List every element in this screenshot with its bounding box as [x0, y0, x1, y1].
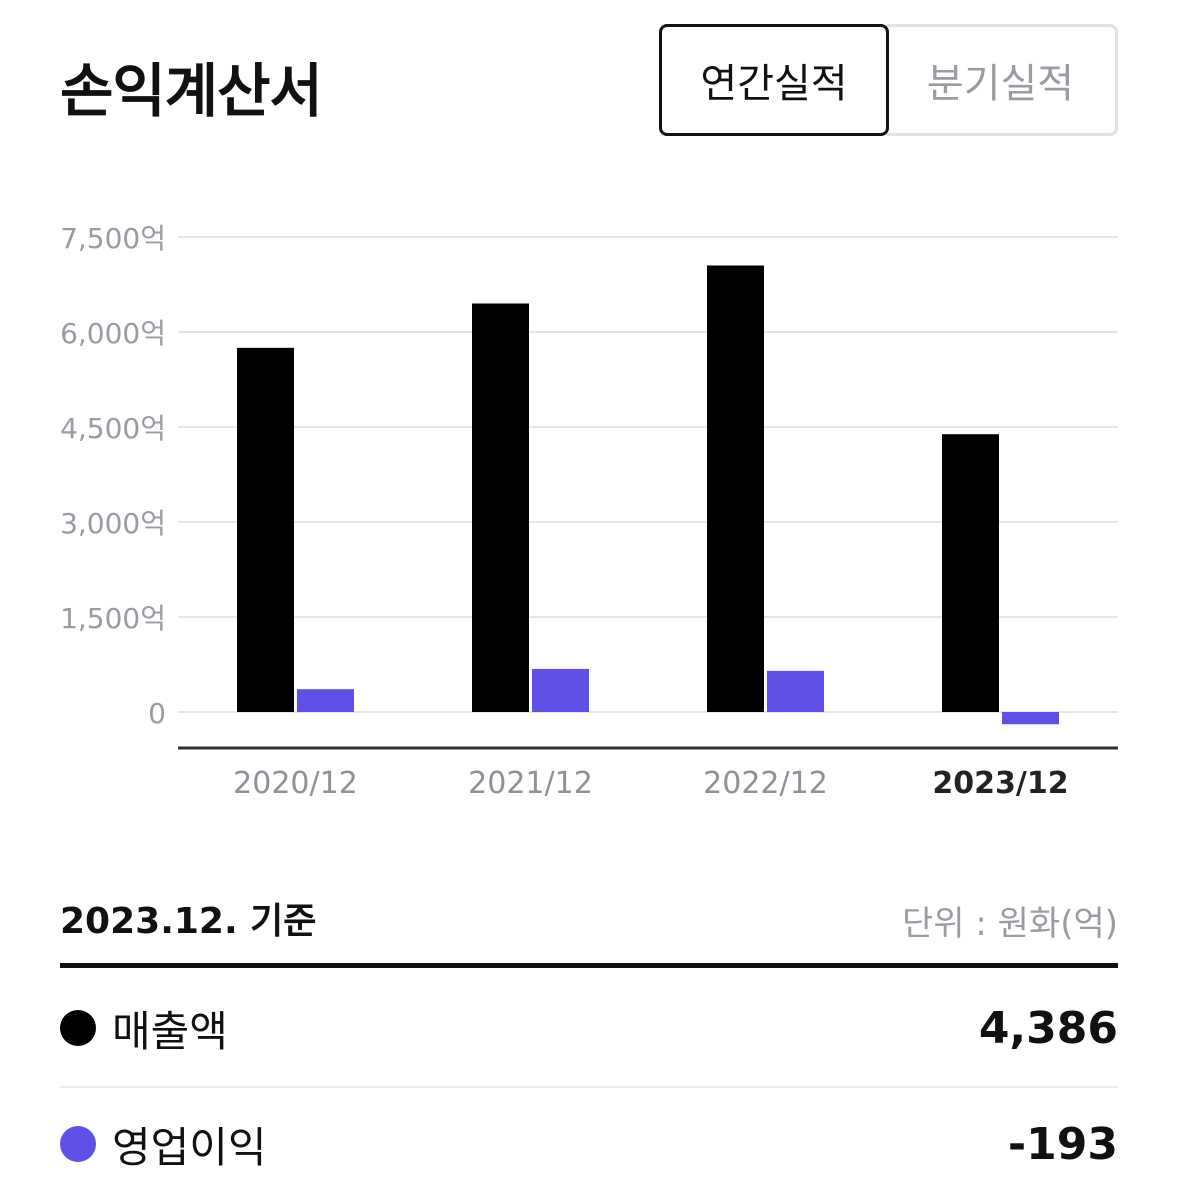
y-tick-label: 1,500억	[60, 602, 166, 635]
unit-label: 단위 : 원화(억)	[902, 904, 1118, 944]
bar-revenue	[707, 265, 764, 712]
bar-revenue	[942, 434, 999, 712]
x-tick-label: 2023/12	[932, 766, 1068, 801]
period-toggle: 연간실적 분기실적	[659, 24, 1118, 136]
legend-label-operating-profit: 영업이익	[112, 1122, 267, 1172]
tab-quarterly[interactable]: 분기실적	[886, 24, 1118, 136]
y-tick-label: 3,000억	[60, 507, 166, 540]
legend-dot-operating-profit	[60, 1126, 96, 1162]
bar-operating-profit	[532, 668, 589, 712]
x-tick-label: 2020/12	[233, 766, 358, 801]
legend-label-revenue: 매출액	[112, 1006, 228, 1056]
x-tick-label: 2022/12	[703, 766, 828, 801]
x-tick-label: 2021/12	[468, 766, 593, 801]
bar-revenue	[237, 347, 294, 712]
bar-revenue	[472, 303, 529, 712]
bar-operating-profit	[767, 670, 824, 712]
tab-annual[interactable]: 연간실적	[659, 24, 889, 136]
bar-operating-profit	[297, 689, 354, 712]
y-tick-label: 0	[148, 697, 166, 730]
y-tick-label: 4,500억	[60, 412, 166, 445]
income-chart: 7,500억 6,000억 4,500억 3,000억 1,500억 0 2020/12 20…	[60, 222, 1118, 801]
page-title: 손익계산서	[60, 57, 323, 125]
legend-row-revenue: 매출액 4,386	[60, 978, 1118, 1078]
bar-operating-profit	[1002, 712, 1059, 725]
revenue-value: 4,386	[978, 1002, 1118, 1054]
basis-date: 2023.12. 기준	[60, 901, 317, 942]
row-divider	[60, 1086, 1118, 1088]
y-tick-label: 6,000억	[60, 317, 166, 350]
divider	[60, 963, 1118, 968]
y-tick-label: 7,500억	[60, 222, 166, 255]
legend-dot-revenue	[60, 1010, 96, 1046]
legend-row-operating-profit: 영업이익 -193	[60, 1094, 1118, 1194]
operating-profit-value: -193	[1007, 1118, 1118, 1170]
